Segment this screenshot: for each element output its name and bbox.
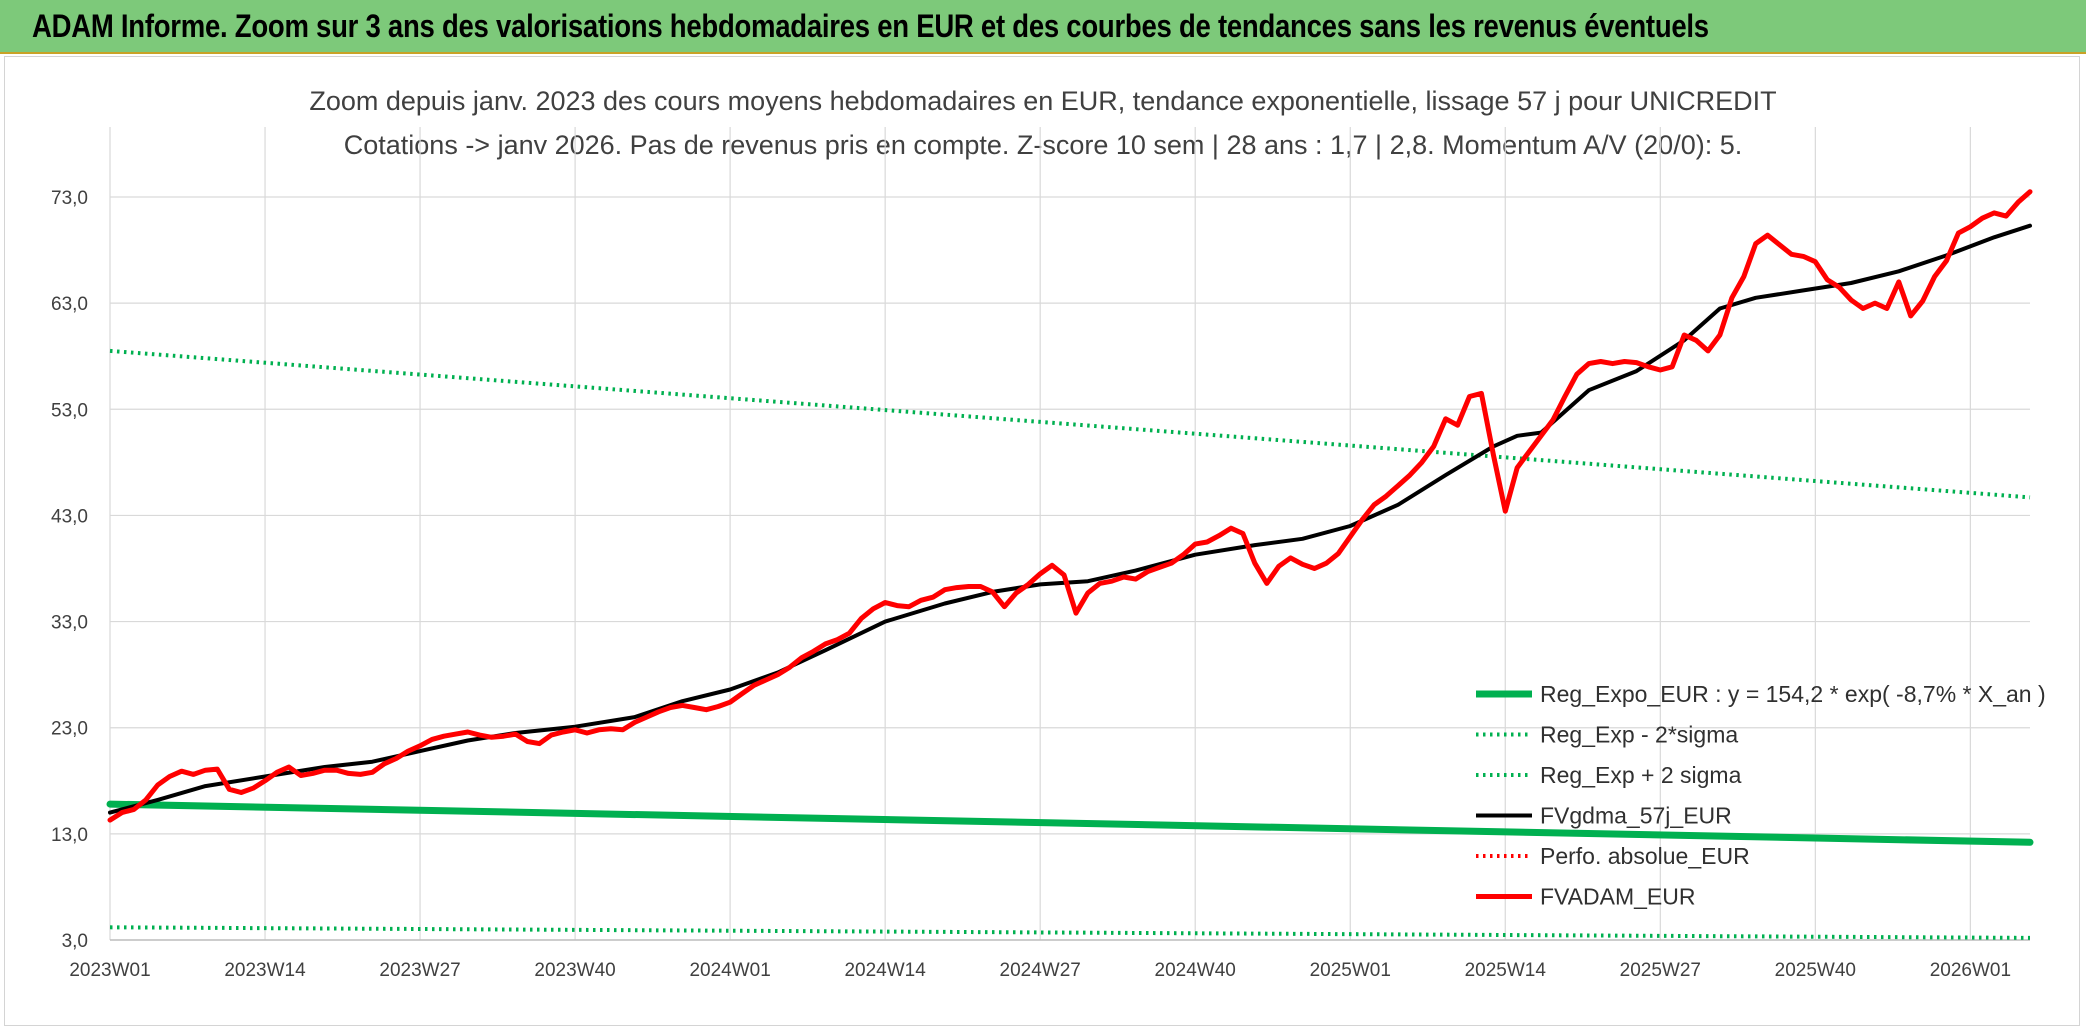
legend-label: FVADAM_EUR (1540, 884, 1696, 910)
legend-label: Reg_Exp - 2*sigma (1540, 722, 1738, 748)
x-tick-label: 2023W01 (69, 960, 150, 981)
x-tick-label: 2024W01 (689, 960, 770, 981)
report-title: ADAM Informe. Zoom sur 3 ans des valoris… (32, 8, 1709, 44)
report-banner: ADAM Informe. Zoom sur 3 ans des valoris… (0, 0, 2086, 54)
chart-grid (109, 127, 2030, 941)
series-line-2 (109, 348, 2031, 500)
x-tick-label: 2025W27 (1620, 960, 1701, 981)
x-tick-label: 2024W27 (1000, 960, 1081, 981)
x-tick-label: 2024W14 (844, 960, 926, 981)
x-tick-label: 2026W01 (1930, 960, 2011, 981)
series-line-1 (109, 925, 2031, 940)
x-tick-label: 2023W27 (379, 960, 460, 981)
y-tick-label: 13,0 (51, 825, 88, 846)
chart-title: Zoom depuis janv. 2023 des cours moyens … (309, 86, 1776, 116)
y-tick-label: 73,0 (51, 188, 88, 209)
y-tick-label: 23,0 (51, 719, 88, 740)
series-line-0 (106, 800, 2034, 846)
x-axis: 2023W01 2023W14 2023W27 2023W40 2024W01 2024W… (69, 960, 2011, 981)
x-tick-label: 2023W14 (224, 960, 306, 981)
x-tick-label: 2025W14 (1465, 960, 1547, 981)
legend-label: Perfo. absolue_EUR (1540, 843, 1750, 869)
plot-area (106, 189, 2034, 940)
legend: Reg_Expo_EUR : y = 154,2 * exp( -8,7% * … (1476, 681, 2046, 910)
y-tick-label: 53,0 (51, 400, 88, 421)
y-tick-label: 43,0 (51, 506, 88, 527)
legend-label: FVgdma_57j_EUR (1540, 803, 1732, 829)
y-axis: 3,0 13,0 23,0 33,0 43,0 53,0 63,0 73,0 (51, 188, 88, 952)
legend-label: Reg_Expo_EUR : y = 154,2 * exp( -8,7% * … (1540, 681, 2046, 707)
chart-frame (4, 56, 2080, 1026)
x-tick-label: 2025W01 (1310, 960, 1391, 981)
x-tick-label: 2023W40 (534, 960, 615, 981)
y-tick-label: 33,0 (51, 613, 88, 634)
legend-label: Reg_Exp + 2 sigma (1540, 762, 1742, 788)
series-line-3 (108, 223, 2032, 815)
x-tick-label: 2024W40 (1155, 960, 1236, 981)
x-tick-label: 2025W40 (1775, 960, 1856, 981)
series-line-5 (107, 189, 2033, 823)
y-tick-label: 63,0 (51, 294, 88, 315)
chart-subtitle: Cotations -> janv 2026. Pas de revenus p… (344, 130, 1742, 160)
y-tick-label: 3,0 (62, 931, 88, 952)
